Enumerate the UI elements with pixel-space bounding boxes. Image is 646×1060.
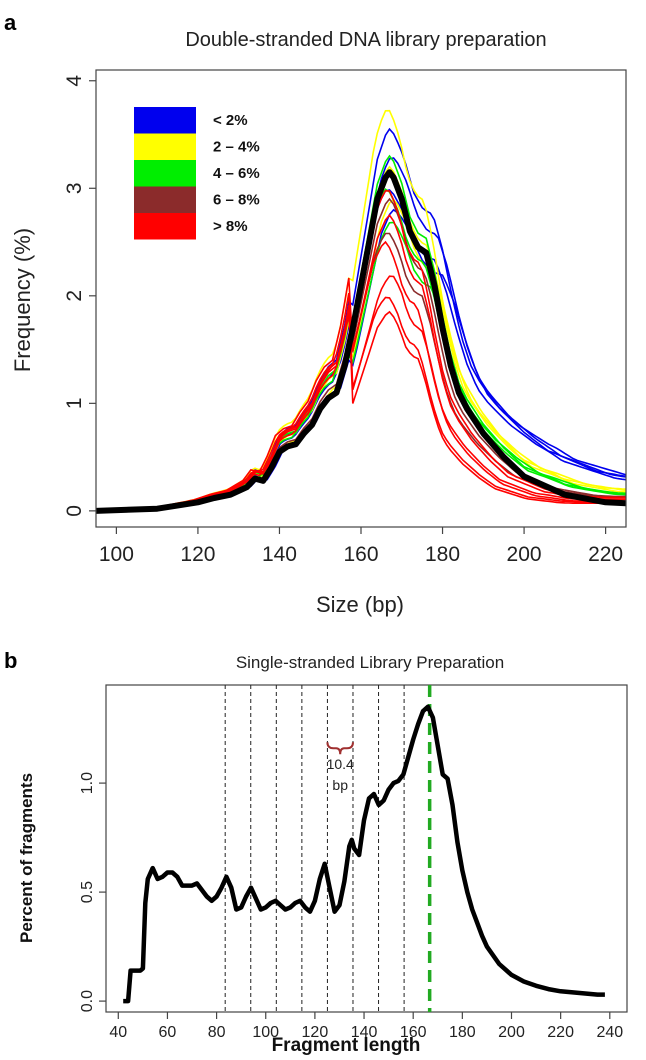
fragment-length-line	[123, 704, 605, 1004]
x-tick-label-40: 40	[109, 1024, 127, 1041]
legend-swatch-3	[134, 186, 196, 213]
series-line-6	[95, 198, 627, 512]
panel-b-plot-frame	[105, 684, 628, 1013]
legend-swatch-4	[134, 213, 196, 240]
panel-a: a Double-stranded DNA library preparatio…	[4, 10, 627, 617]
panel-b-curve	[123, 704, 605, 1004]
x-tick-label-200: 200	[507, 543, 542, 566]
panel-a-x-axis-label: Size (bp)	[316, 592, 404, 617]
panel-b-annotation: 10.4 bp	[326, 742, 354, 793]
x-tick-label-240: 240	[596, 1024, 623, 1041]
x-tick-label-120: 120	[180, 543, 215, 566]
legend-label-4: > 8%	[213, 218, 248, 235]
mean-series-line	[95, 169, 627, 514]
y-tick-label-3: 3	[63, 182, 86, 194]
legend-swatch-0	[134, 107, 196, 134]
panel-b-y-axis-label: Percent of fragments	[17, 773, 36, 943]
x-tick-label-80: 80	[208, 1024, 226, 1041]
legend-label-0: < 2%	[213, 112, 248, 129]
periodicity-annotation-unit: bp	[332, 777, 348, 793]
x-tick-label-60: 60	[159, 1024, 177, 1041]
periodicity-annotation-value: 10.4	[327, 756, 354, 772]
y-tick-label-2: 1.0	[79, 772, 96, 794]
legend-swatch-1	[134, 133, 196, 160]
x-tick-label-160: 160	[343, 543, 378, 566]
periodicity-brace	[326, 742, 354, 755]
panel-a-y-axis-label: Frequency (%)	[10, 228, 35, 372]
series-line-17	[95, 305, 626, 512]
panel-a-axes: 100 120 140 160 180 200 220 0 1 2 3 4	[63, 69, 627, 566]
series-line-9	[95, 221, 627, 512]
panel-b-x-axis-label: Fragment length	[272, 1035, 421, 1056]
y-tick-label-0: 0	[63, 505, 86, 517]
x-tick-label-100: 100	[252, 1024, 279, 1041]
y-tick-label-0: 0.0	[79, 990, 96, 1012]
legend-label-1: 2 – 4%	[213, 139, 260, 156]
x-tick-label-100: 100	[99, 543, 134, 566]
x-tick-label-200: 200	[498, 1024, 525, 1041]
legend-swatch-2	[134, 160, 196, 187]
panel-b-periodicity-lines	[224, 685, 432, 1012]
panel-b-label: b	[4, 648, 17, 673]
x-tick-label-140: 140	[351, 1024, 378, 1041]
x-tick-label-180: 180	[425, 543, 460, 566]
legend-label-2: 4 – 6%	[213, 165, 260, 182]
y-tick-label-2: 2	[63, 290, 86, 302]
panel-a-legend: < 2% 2 – 4% 4 – 6% 6 – 8% > 8%	[134, 107, 260, 240]
y-tick-label-1: 0.5	[79, 881, 96, 903]
x-tick-label-220: 220	[588, 543, 623, 566]
panel-a-label: a	[4, 10, 17, 35]
x-tick-label-220: 220	[547, 1024, 574, 1041]
panel-a-title: Double-stranded DNA library preparation	[185, 29, 546, 51]
series-line-10	[95, 197, 626, 512]
y-tick-label-1: 1	[63, 397, 86, 409]
x-tick-label-180: 180	[449, 1024, 476, 1041]
x-tick-label-120: 120	[302, 1024, 329, 1041]
legend-label-3: 6 – 8%	[213, 192, 260, 209]
panel-b-title: Single-stranded Library Preparation	[236, 653, 504, 672]
x-tick-label-160: 160	[400, 1024, 427, 1041]
panel-a-curves	[95, 109, 627, 514]
panel-b: b Single-stranded Library Preparation 40…	[4, 648, 628, 1056]
panel-b-axes: 40 60 80 100 120 140 160 180 200 220 240 0.0 0.5 1.0	[79, 684, 628, 1041]
x-tick-label-140: 140	[262, 543, 297, 566]
y-tick-label-4: 4	[63, 75, 86, 87]
